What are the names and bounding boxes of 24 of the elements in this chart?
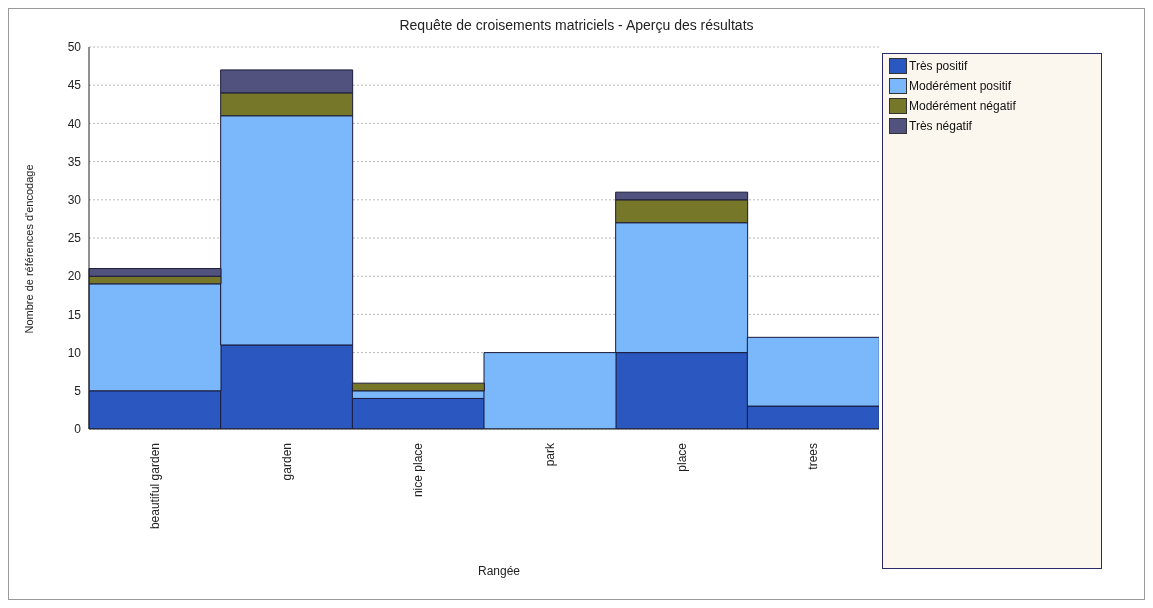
legend-label: Très positif [909, 59, 968, 73]
y-tick-label: 0 [74, 422, 82, 437]
y-tick-label: 10 [67, 345, 82, 360]
x-tick-label: nice place [411, 442, 426, 498]
legend-label: Modérément positif [909, 79, 1012, 93]
y-tick-label: 50 [67, 40, 82, 55]
y-tick-label: 30 [67, 193, 82, 208]
x-tick-label: garden [279, 443, 294, 481]
x-tick-label: park [542, 442, 557, 467]
x-tick-label: place [674, 442, 689, 472]
x-tick-label: trees [806, 443, 821, 470]
y-axis-title: Nombre de références d'encodage [23, 164, 36, 334]
y-tick-label: 45 [67, 78, 82, 93]
y-tick-label: 15 [67, 307, 82, 322]
x-axis-title: Rangée [476, 564, 521, 578]
legend-label: Très négatif [909, 119, 972, 133]
y-tick-label: 35 [67, 154, 82, 169]
legend-label: Modérément négatif [909, 99, 1016, 113]
x-tick-label: beautiful garden [147, 443, 162, 530]
y-tick-label: 40 [67, 116, 82, 131]
chart-title: Requête de croisements matriciels - Aperçu des résultats [398, 17, 755, 33]
y-tick-label: 20 [67, 269, 82, 284]
y-tick-label: 25 [67, 231, 82, 246]
y-tick-label: 5 [74, 384, 82, 399]
